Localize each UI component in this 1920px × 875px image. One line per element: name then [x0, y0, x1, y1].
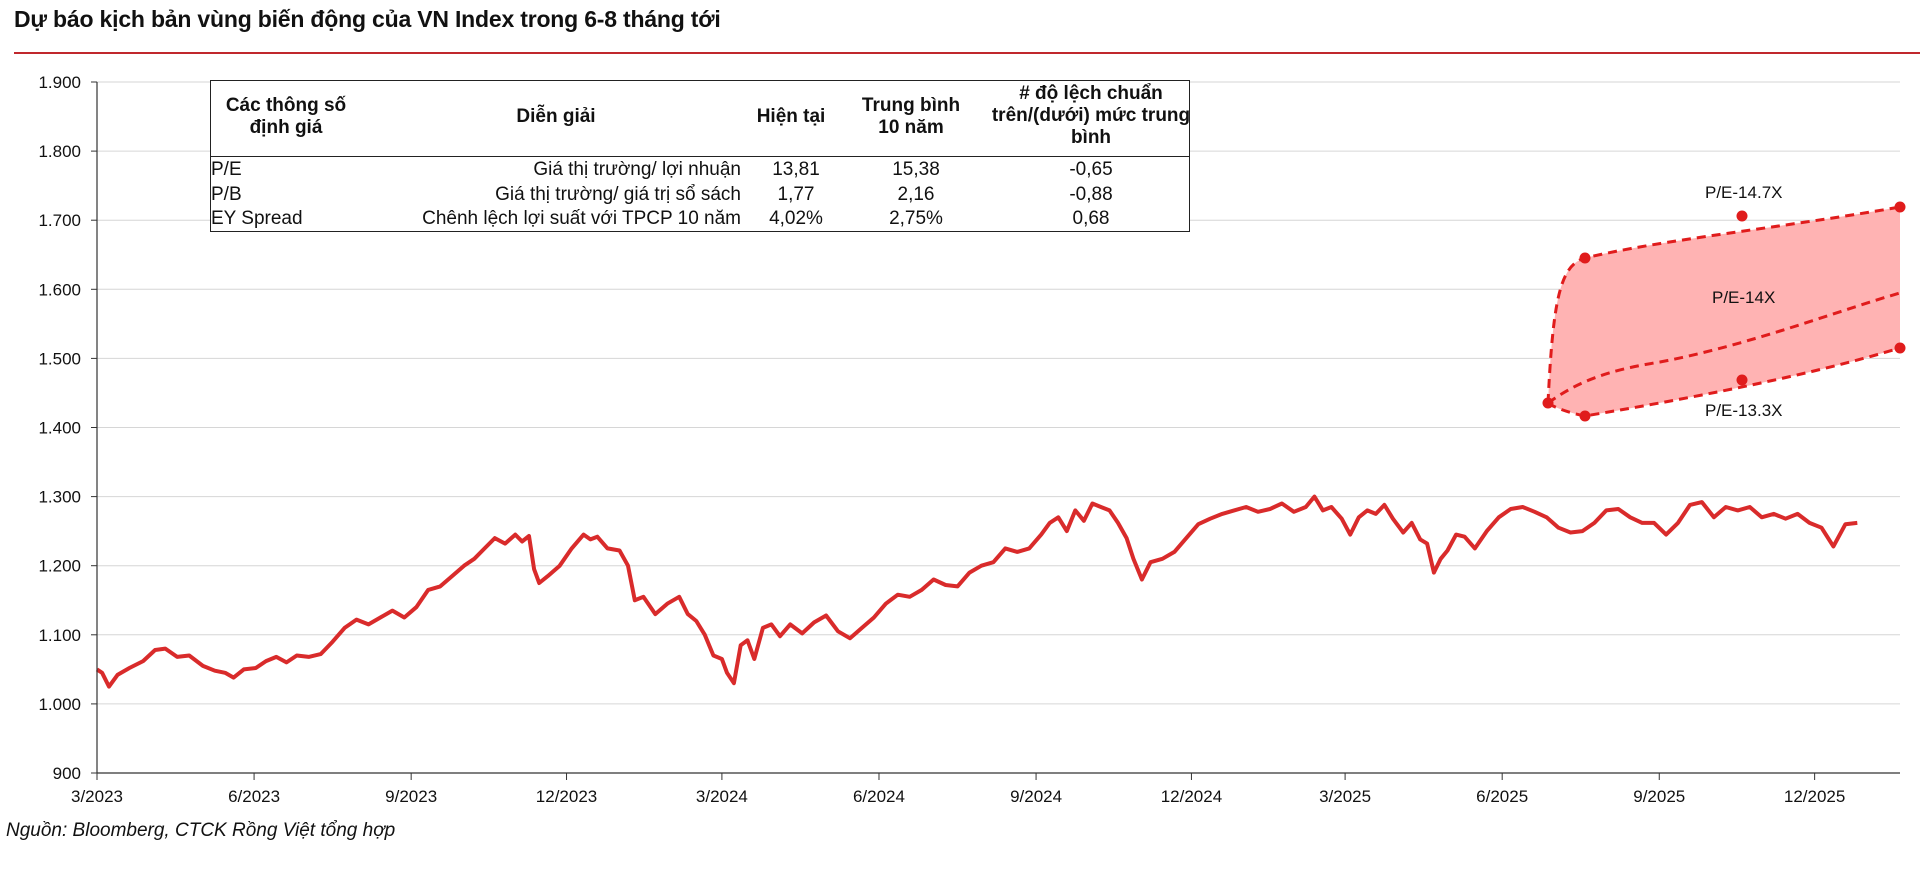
forecast-marker — [1542, 397, 1554, 409]
valuation-table: Các thông số định giá Diễn giải Hiện tại… — [210, 80, 1190, 232]
table-cell-dev: -0,88 — [1069, 184, 1113, 205]
header-deviation: # độ lệch chuẩn trên/(dưới) mức trung bì… — [991, 83, 1191, 149]
x-tick-label: 9/2023 — [385, 787, 437, 806]
forecast-marker — [1894, 201, 1906, 213]
table-cell-avg: 2,75% — [889, 208, 943, 229]
header-param-line2: định giá — [249, 117, 323, 138]
forecast-marker — [1736, 374, 1748, 386]
y-tick-label: 1.400 — [38, 419, 81, 438]
table-cell-avg: 2,16 — [897, 184, 935, 205]
forecast-marker — [1894, 342, 1906, 354]
source-note: Nguồn: Bloomberg, CTCK Rồng Việt tổng hợ… — [6, 820, 396, 841]
label-pe-13-3x: P/E-13.3X — [1705, 401, 1783, 420]
table-cell-param: P/E — [211, 159, 242, 180]
forecast-band — [1546, 205, 1901, 418]
forecast-band-area — [1548, 207, 1900, 416]
x-tick-label: 6/2023 — [228, 787, 280, 806]
table-cell-current: 1,77 — [777, 184, 815, 205]
header-avg-line1: Trung bình — [861, 95, 961, 116]
chart-labels: P/E-14.7X P/E-14X P/E-13.3X — [1705, 183, 1783, 420]
y-tick-label: 1.800 — [38, 142, 81, 161]
header-param-line1: Các thông số — [225, 95, 347, 116]
table-cell-desc: Chênh lệch lợi suất với TPCP 10 năm — [422, 208, 741, 229]
y-tick-label: 1.200 — [38, 557, 81, 576]
header-dev-line1: # độ lệch chuẩn — [1019, 83, 1163, 104]
y-tick-label: 1.100 — [38, 626, 81, 645]
valuation-table-header: Các thông số định giá Diễn giải Hiện tại… — [211, 81, 1191, 157]
x-tick-label: 3/2025 — [1319, 787, 1371, 806]
y-tick-label: 1.000 — [38, 695, 81, 714]
label-pe-14x: P/E-14X — [1712, 288, 1775, 307]
table-cell-current: 13,81 — [772, 159, 820, 180]
table-cell-avg: 15,38 — [892, 159, 940, 180]
table-cell-param: P/B — [211, 184, 242, 205]
header-dev-line3: bình — [1070, 127, 1112, 148]
vn-index-line — [95, 494, 1858, 689]
x-tick-label: 12/2023 — [536, 787, 597, 806]
axes: 900 1.000 1.100 1.200 1.300 1.400 1.500 1.600 1.… — [38, 73, 1900, 806]
x-tick-label: 12/2025 — [1784, 787, 1845, 806]
forecast-mid-line — [1547, 291, 1901, 405]
x-tick-label: 12/2024 — [1161, 787, 1222, 806]
x-tick-label: 6/2024 — [853, 787, 905, 806]
x-tick-label: 3/2023 — [71, 787, 123, 806]
x-tick-label: 9/2024 — [1010, 787, 1062, 806]
forecast-markers — [1542, 201, 1906, 422]
forecast-marker — [1579, 252, 1591, 264]
table-cell-param: EY Spread — [211, 208, 303, 229]
header-desc: Diễn giải — [516, 106, 596, 127]
header-param: Các thông số định giá — [211, 95, 361, 139]
vn-index-chart: 900 1.000 1.100 1.200 1.300 1.400 1.500 1.600 1.… — [38, 73, 1906, 806]
page-title: Dự báo kịch bản vùng biến động của VN In… — [14, 6, 721, 32]
table-cell-current: 4,02% — [769, 208, 823, 229]
y-tick-label: 1.500 — [38, 349, 81, 368]
series-lines — [95, 494, 1858, 689]
header-avg: Trung bình 10 năm — [831, 95, 991, 139]
header-avg-line2: 10 năm — [878, 117, 944, 138]
x-tick-label: 9/2025 — [1633, 787, 1685, 806]
y-tick-label: 1.600 — [38, 280, 81, 299]
table-cell-desc: Giá thị trường/ giá trị sổ sách — [495, 184, 741, 205]
table-cell-dev: 0,68 — [1072, 208, 1110, 229]
table-cell-desc: Giá thị trường/ lợi nhuận — [533, 159, 741, 180]
header-current: Hiện tại — [756, 106, 826, 127]
header-dev-line2: trên/(dưới) mức trung — [991, 105, 1191, 126]
x-tick-label: 6/2025 — [1476, 787, 1528, 806]
y-tick-label: 1.300 — [38, 488, 81, 507]
forecast-marker — [1736, 210, 1748, 222]
forecast-lower-line — [1547, 346, 1901, 418]
forecast-marker — [1579, 410, 1591, 422]
y-tick-label: 1.700 — [38, 211, 81, 230]
label-pe-14-7x: P/E-14.7X — [1705, 183, 1783, 202]
title-divider — [14, 52, 1920, 54]
y-tick-label: 1.900 — [38, 73, 81, 92]
table-cell-dev: -0,65 — [1069, 159, 1113, 180]
x-tick-label: 3/2024 — [696, 787, 748, 806]
forecast-upper-line — [1546, 205, 1901, 404]
y-tick-label: 900 — [53, 764, 81, 783]
